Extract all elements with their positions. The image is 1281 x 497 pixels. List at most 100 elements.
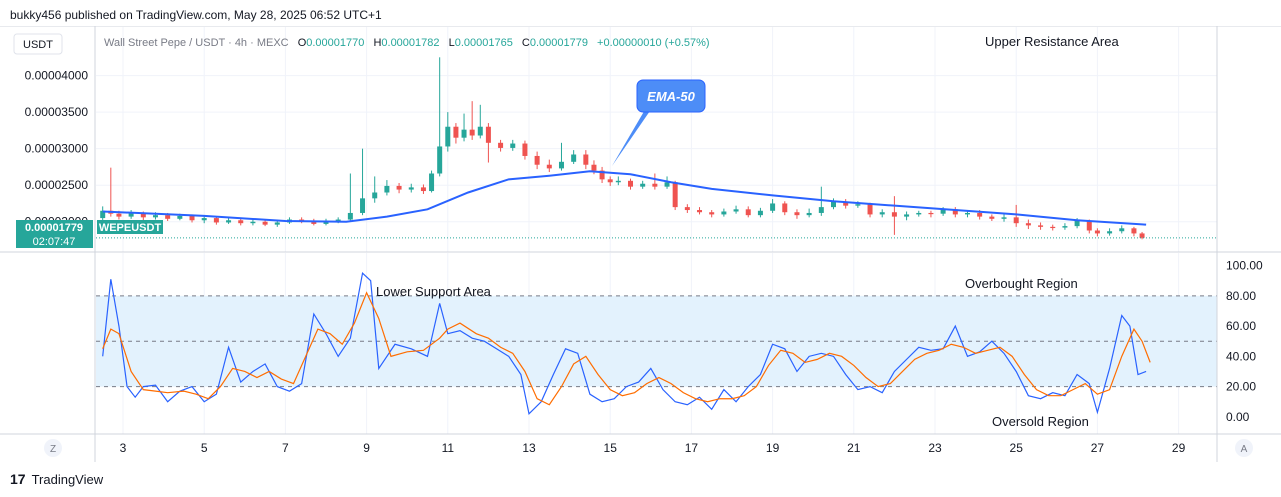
candle-body <box>420 187 426 192</box>
candle-body <box>1038 225 1044 227</box>
time-tick-label: 21 <box>847 441 861 455</box>
candle-body <box>855 204 861 206</box>
candle-body <box>522 143 528 156</box>
candle-body <box>100 210 106 219</box>
rsi-tick-label: 20.00 <box>1226 380 1256 394</box>
candle-body <box>477 126 483 136</box>
z-button[interactable] <box>44 439 62 457</box>
candle-body <box>733 209 739 212</box>
candle-body <box>469 129 475 136</box>
ema-50-line <box>102 170 1147 226</box>
price-tick-label: 0.00003500 <box>25 105 89 119</box>
candle-body <box>1139 233 1145 238</box>
candle-body <box>745 209 751 216</box>
candle-body <box>453 126 459 138</box>
candle-body <box>628 180 633 187</box>
candle-body <box>116 213 122 217</box>
candle-body <box>571 154 577 162</box>
candle-body <box>238 220 244 224</box>
candle-body <box>916 212 922 215</box>
candle-body <box>546 164 552 169</box>
tradingview-logo: 17 <box>10 471 26 487</box>
price-badge[interactable] <box>16 220 93 234</box>
low-label: L <box>449 37 455 49</box>
candle-body <box>485 126 491 143</box>
price-tick-label: 0.00004000 <box>25 69 89 83</box>
time-tick-label: 7 <box>282 441 289 455</box>
candle-body <box>721 211 727 215</box>
time-tick-label: 5 <box>201 441 208 455</box>
symbol-badge-label: WEPEUSDT <box>99 222 162 234</box>
chart-frame[interactable]: 0.00004000 0.00003500 0.00003000 0.00002500… <box>0 26 1281 462</box>
candle-body <box>323 221 329 224</box>
candle-body <box>867 204 873 215</box>
candle-body <box>384 185 390 193</box>
candle-body <box>843 202 849 206</box>
lower-support-label: Lower Support Area <box>376 284 492 299</box>
countdown-value: 02:07:47 <box>33 236 76 248</box>
candle-body <box>140 212 146 218</box>
ohlc-legend[interactable]: Wall Street Pepe / USDT · 4h · MEXC O0.0… <box>104 37 710 49</box>
ema-callout <box>636 79 706 113</box>
candle-body <box>640 183 646 187</box>
candle-body <box>534 155 540 165</box>
time-tick-label: 19 <box>766 441 780 455</box>
candle-body <box>806 212 812 216</box>
candle-body <box>709 212 715 215</box>
candle-body <box>360 198 366 213</box>
candle-body <box>226 220 232 223</box>
currency-button[interactable] <box>13 33 63 55</box>
rsi-tick-label: 80.00 <box>1226 289 1256 303</box>
candle-body <box>1050 226 1056 229</box>
candle-body <box>940 209 946 214</box>
time-tick-label: 9 <box>363 441 370 455</box>
rsi-tick-label: 100.00 <box>1226 259 1263 273</box>
overbought-label: Overbought Region <box>965 276 1078 291</box>
candle-body <box>372 192 378 199</box>
candle-body <box>1001 217 1007 219</box>
candle-body <box>262 221 268 225</box>
candle-body <box>165 215 171 219</box>
candle-body <box>429 173 435 192</box>
open-value: 0.00001770 <box>306 37 364 49</box>
time-axis[interactable]: 3 5 7 9 11 13 15 17 19 21 23 25 27 29 <box>120 441 1186 455</box>
symbol-label: Wall Street Pepe / USDT · 4h · MEXC <box>104 37 289 49</box>
candle-body <box>757 210 763 216</box>
published-header: bukky456 published on TradingView.com, M… <box>10 8 382 22</box>
footer[interactable]: 17 TradingView <box>10 471 103 487</box>
candle-body <box>311 221 317 224</box>
candle-body <box>408 187 414 190</box>
low-value: 0.00001765 <box>455 37 513 49</box>
a-label: A <box>1241 444 1248 455</box>
rsi-axis[interactable]: 100.00 80.00 60.00 40.00 20.00 0.00 <box>1226 259 1263 424</box>
candle-body <box>1025 223 1031 226</box>
candle-body <box>201 218 207 221</box>
high-value: 0.00001782 <box>381 37 439 49</box>
candle-body <box>770 203 776 211</box>
candle-body <box>583 154 589 165</box>
candle-body <box>599 170 605 180</box>
time-tick-label: 23 <box>928 441 942 455</box>
candle-body <box>437 146 443 174</box>
a-button[interactable] <box>1235 439 1253 457</box>
currency-label: USDT <box>23 39 53 51</box>
candle-body <box>904 214 910 217</box>
candle-body <box>989 216 995 219</box>
candle-body <box>128 212 134 217</box>
candle-body <box>347 212 353 220</box>
price-badge-value: 0.00001779 <box>25 222 83 234</box>
time-tick-label: 3 <box>120 441 127 455</box>
upper-resistance-label: Upper Resistance Area <box>985 34 1119 49</box>
rsi-tick-label: 60.00 <box>1226 319 1256 333</box>
candle-body <box>964 212 970 215</box>
ema-callout-label: EMA-50 <box>647 89 695 104</box>
open-label: O <box>298 37 307 49</box>
close-label: C <box>522 37 530 49</box>
candle-body <box>558 161 564 169</box>
time-tick-label: 25 <box>1010 441 1024 455</box>
candle-body <box>396 185 402 190</box>
candle-body <box>1013 217 1019 224</box>
candle-body <box>928 212 934 215</box>
candle-body <box>664 182 670 187</box>
ema-callout-pointer <box>612 108 652 166</box>
